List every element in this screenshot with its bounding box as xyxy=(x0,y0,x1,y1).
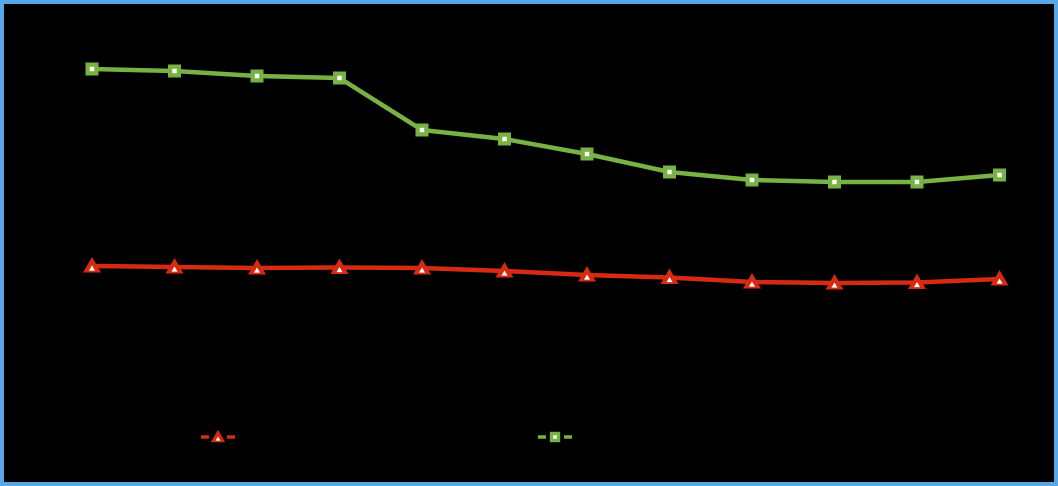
red-triangle-series-marker xyxy=(908,273,926,289)
green-square-series-marker xyxy=(415,123,429,137)
green-square-series-marker xyxy=(745,173,759,187)
green-square-series-marker xyxy=(993,168,1006,182)
green-square-series-marker xyxy=(85,62,99,76)
red-triangle-series-marker xyxy=(578,266,596,282)
red-triangle-series-marker xyxy=(825,274,844,290)
green-square-series-marker xyxy=(663,165,676,179)
red-triangle-series-marker xyxy=(495,262,514,278)
green-square-series-marker xyxy=(250,69,264,83)
green-square-series-marker xyxy=(168,64,181,78)
red-triangle-series-line xyxy=(89,263,1002,286)
red-triangle-series-marker xyxy=(248,259,266,275)
line-chart xyxy=(83,62,1009,443)
red-triangle-series xyxy=(83,257,1009,290)
legend-marker-triangle-up xyxy=(210,429,226,443)
red-triangle-series-marker xyxy=(743,273,761,289)
legend-marker-square xyxy=(549,431,561,443)
red-triangle-series-marker xyxy=(330,258,349,274)
green-square-series-marker xyxy=(333,71,346,85)
red-triangle-series-marker xyxy=(83,257,101,273)
green-square-series xyxy=(85,62,1006,189)
legend-item-square xyxy=(538,431,572,443)
green-square-series-marker xyxy=(580,147,594,161)
red-triangle-series-marker xyxy=(660,268,679,284)
red-triangle-series-marker xyxy=(990,270,1009,286)
legend-item-triangle-up xyxy=(201,429,235,443)
green-square-series-marker xyxy=(910,175,924,189)
red-triangle-series-marker xyxy=(165,258,184,274)
green-square-series-line xyxy=(89,66,1002,185)
green-square-series-marker xyxy=(828,175,841,189)
green-square-series-marker xyxy=(498,132,511,146)
red-triangle-series-marker xyxy=(413,259,431,275)
legend xyxy=(201,429,572,443)
